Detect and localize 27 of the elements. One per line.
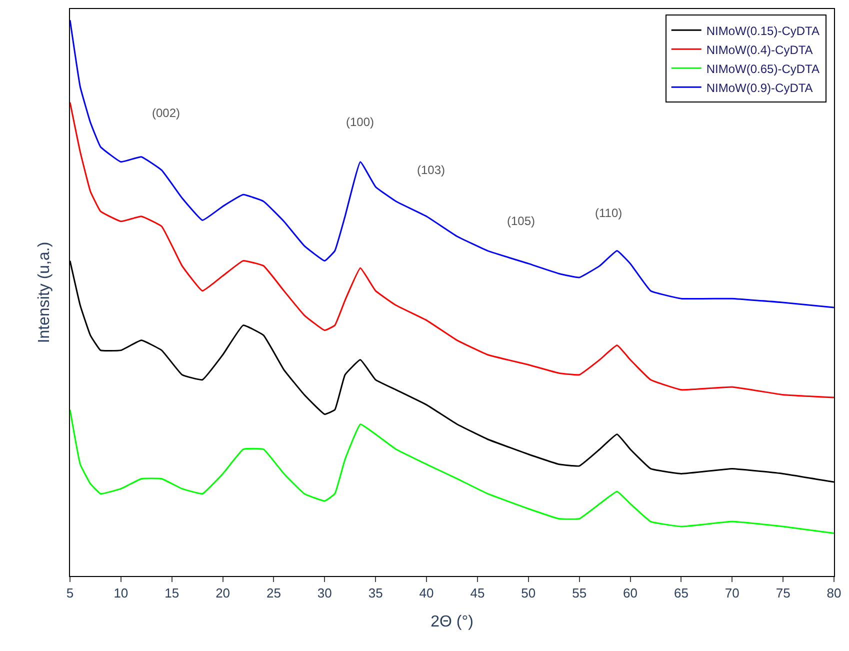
- x-tick-label: 50: [521, 586, 536, 601]
- legend-label: NIMoW(0.9)-CyDTA: [706, 80, 813, 95]
- x-tick-label: 70: [724, 586, 740, 601]
- annotation: (103): [417, 163, 446, 177]
- x-tick-label: 80: [826, 586, 842, 601]
- x-tick-label: 75: [776, 586, 790, 601]
- x-tick-label: 45: [470, 586, 485, 601]
- annotation: (105): [507, 214, 536, 228]
- x-tick-label: 15: [164, 586, 180, 601]
- x-tick-label: 5: [66, 586, 74, 601]
- x-tick-label: 30: [317, 586, 332, 601]
- x-tick-label: 55: [572, 586, 587, 601]
- annotation: (002): [152, 106, 180, 120]
- legend-label: NIMoW(0.4)-CyDTA: [706, 42, 813, 57]
- x-tick-label: 25: [266, 586, 281, 601]
- x-axis-title: 2Θ (°): [430, 613, 474, 630]
- annotation: (110): [595, 206, 622, 220]
- y-axis-title: Intensity (u,a.): [36, 242, 53, 344]
- x-tick-label: 40: [419, 586, 434, 601]
- x-tick-label: 35: [368, 586, 383, 601]
- x-tick-label: 20: [216, 586, 230, 601]
- legend-label: NIMoW(0.65)-CyDTA: [706, 62, 820, 76]
- x-tick-label: 60: [623, 586, 638, 601]
- x-tick-label: 10: [114, 586, 128, 601]
- annotation: (100): [346, 115, 374, 129]
- legend-label: NIMoW(0.15)-CyDTA: [706, 24, 820, 38]
- x-tick-label: 65: [674, 586, 688, 601]
